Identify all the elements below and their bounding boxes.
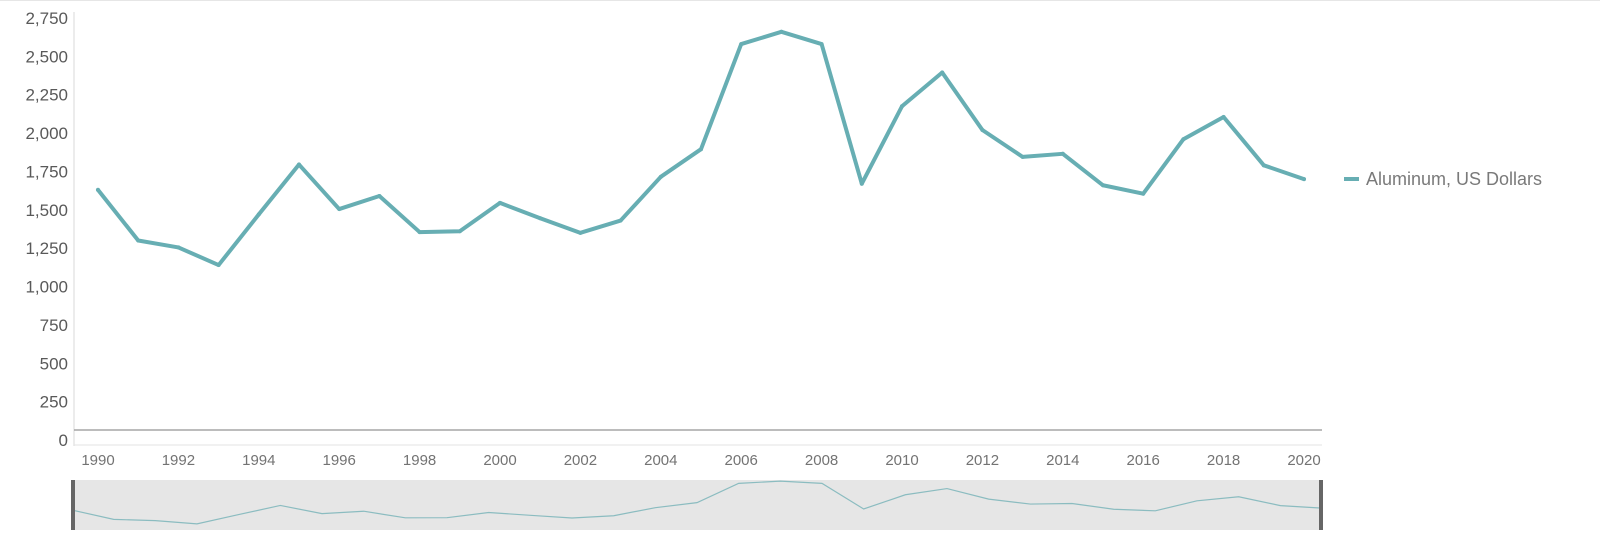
x-tick-label: 2000 bbox=[483, 452, 516, 469]
data-point[interactable] bbox=[377, 194, 382, 199]
range-navigator[interactable] bbox=[71, 480, 1323, 530]
x-tick-label: 2012 bbox=[966, 452, 999, 469]
x-tick-label: 2006 bbox=[725, 452, 758, 469]
plot-area[interactable] bbox=[74, 29, 1322, 431]
data-point[interactable] bbox=[699, 147, 703, 152]
legend[interactable]: Aluminum, US Dollars bbox=[1344, 169, 1542, 189]
data-point[interactable] bbox=[779, 29, 784, 34]
y-tick-label: 750 bbox=[40, 316, 68, 335]
data-point[interactable] bbox=[1141, 191, 1146, 196]
x-tick-label: 2004 bbox=[644, 452, 677, 469]
data-point[interactable] bbox=[297, 162, 301, 167]
x-tick-label: 1994 bbox=[242, 452, 275, 469]
x-tick-label: 1992 bbox=[162, 452, 195, 469]
data-point[interactable] bbox=[1101, 183, 1105, 188]
navigator-left-handle[interactable] bbox=[71, 480, 75, 530]
x-tick-label: 2020 bbox=[1287, 452, 1320, 469]
y-axis: 0 250 500 750 1,000 1,250 1,500 1,750 2,000 2,250… bbox=[25, 9, 75, 450]
x-axis: 1990 1992 1994 1996 1998 2000 2002 2004 2006 2008… bbox=[74, 444, 1322, 469]
y-tick-label: 1,500 bbox=[25, 201, 68, 220]
y-tick-label: 2,750 bbox=[25, 9, 68, 28]
data-point[interactable] bbox=[498, 200, 502, 205]
data-point[interactable] bbox=[739, 42, 744, 47]
data-point[interactable] bbox=[1060, 151, 1065, 156]
legend-series-label[interactable]: Aluminum, US Dollars bbox=[1366, 169, 1542, 189]
data-point[interactable] bbox=[96, 187, 100, 192]
x-tick-label: 2016 bbox=[1127, 452, 1160, 469]
navigator-right-handle[interactable] bbox=[1319, 480, 1323, 530]
x-tick-label: 2018 bbox=[1207, 452, 1240, 469]
x-tick-label: 1998 bbox=[403, 452, 436, 469]
x-tick-label: 2002 bbox=[564, 452, 597, 469]
data-point[interactable] bbox=[980, 128, 985, 133]
data-point[interactable] bbox=[1261, 163, 1266, 168]
top-rule bbox=[0, 0, 1600, 1]
x-tick-label: 2008 bbox=[805, 452, 838, 469]
data-point[interactable] bbox=[940, 70, 945, 75]
x-tick-label: 1996 bbox=[323, 452, 356, 469]
data-point[interactable] bbox=[819, 42, 824, 47]
y-tick-label: 2,250 bbox=[25, 86, 68, 105]
legend-swatch bbox=[1344, 177, 1359, 181]
x-tick-label: 2010 bbox=[885, 452, 918, 469]
navigator-series-line bbox=[71, 480, 1323, 525]
data-point[interactable] bbox=[658, 174, 663, 179]
data-point[interactable] bbox=[578, 230, 583, 235]
y-tick-label: 2,000 bbox=[25, 124, 68, 143]
data-point[interactable] bbox=[337, 207, 342, 212]
y-tick-label: 500 bbox=[40, 354, 68, 373]
x-tick-label: 1990 bbox=[81, 452, 114, 469]
data-point[interactable] bbox=[457, 229, 462, 234]
data-point[interactable] bbox=[900, 104, 904, 109]
data-point[interactable] bbox=[618, 218, 623, 223]
data-point[interactable] bbox=[859, 181, 864, 186]
navigator-background bbox=[72, 480, 1322, 530]
data-point[interactable] bbox=[1221, 114, 1226, 119]
y-tick-label: 0 bbox=[59, 431, 68, 450]
y-tick-label: 250 bbox=[40, 393, 68, 412]
x-tick-label: 2014 bbox=[1046, 452, 1079, 469]
y-tick-label: 1,750 bbox=[25, 162, 68, 181]
y-tick-label: 2,500 bbox=[25, 47, 68, 66]
data-point[interactable] bbox=[216, 263, 221, 268]
data-point[interactable] bbox=[538, 216, 543, 221]
data-point[interactable] bbox=[1020, 154, 1025, 159]
data-point[interactable] bbox=[1181, 137, 1186, 142]
y-tick-label: 1,250 bbox=[25, 239, 68, 258]
data-point[interactable] bbox=[176, 245, 181, 250]
data-point[interactable] bbox=[136, 238, 141, 243]
data-point[interactable] bbox=[417, 230, 422, 235]
data-point[interactable] bbox=[1302, 177, 1306, 182]
y-tick-label: 1,000 bbox=[25, 278, 68, 297]
data-point[interactable] bbox=[256, 212, 261, 217]
